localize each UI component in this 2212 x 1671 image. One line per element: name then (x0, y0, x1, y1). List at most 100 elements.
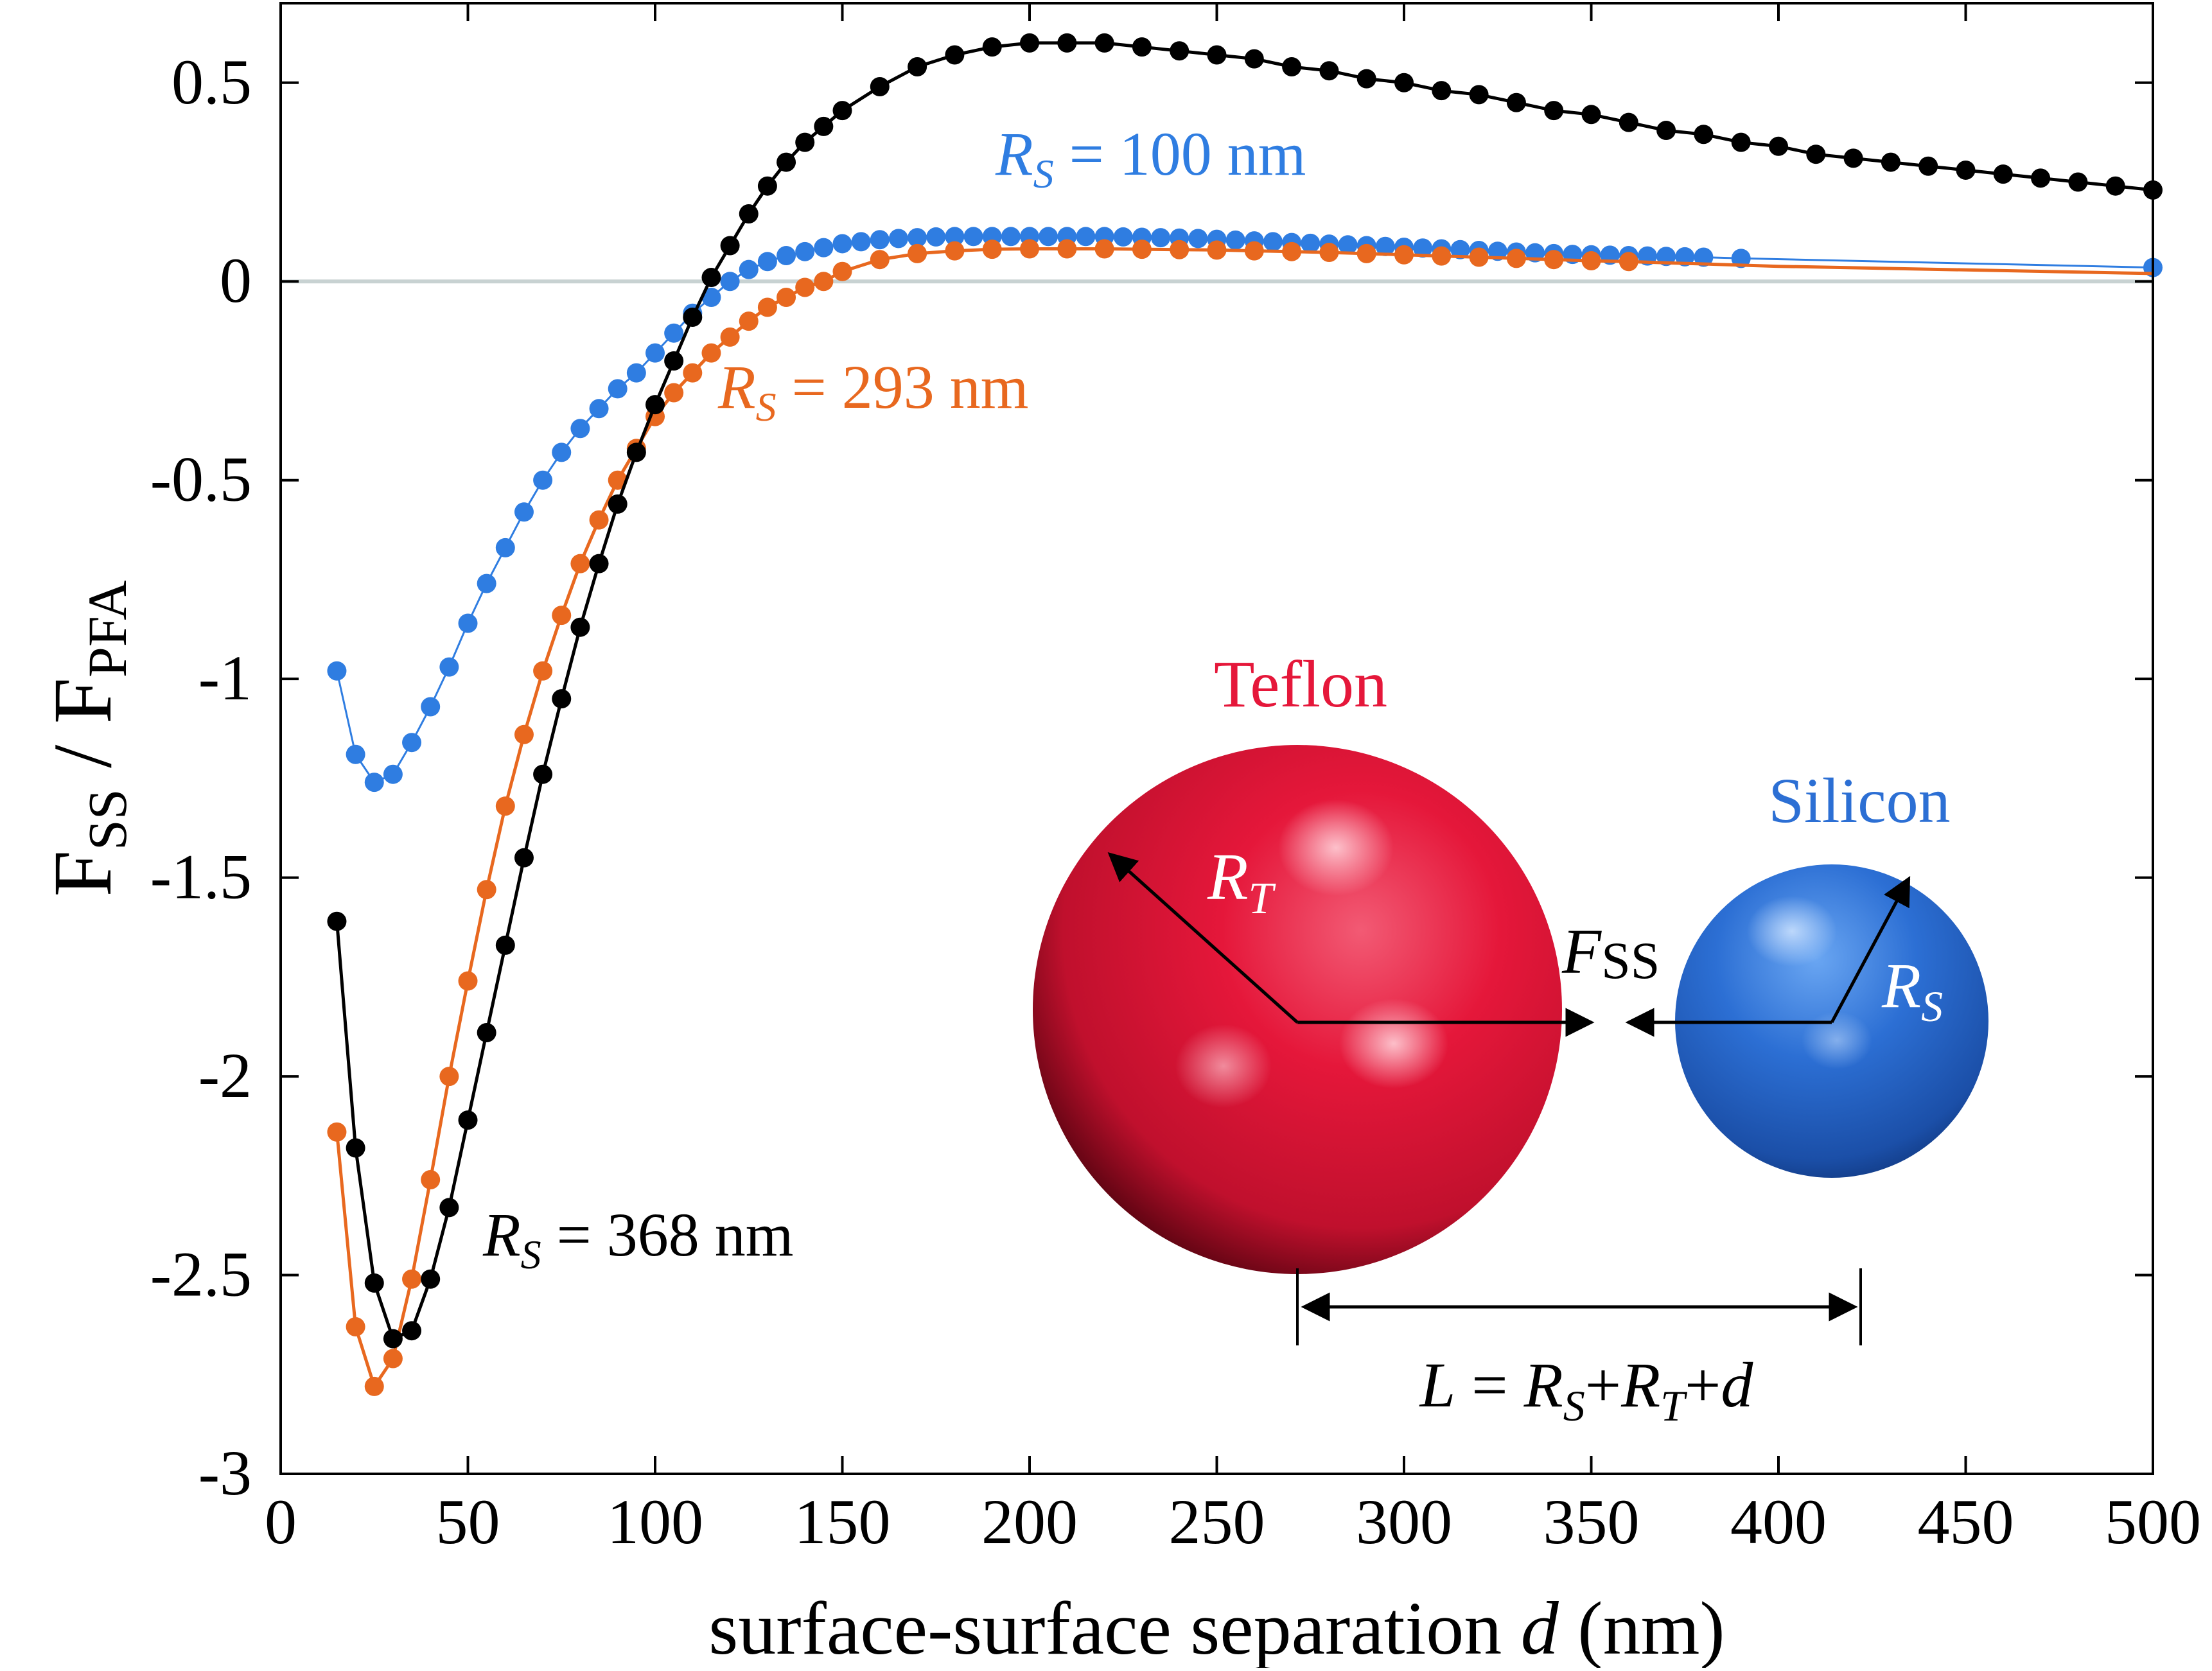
data-point (963, 227, 983, 247)
x-tick-label: 450 (1918, 1486, 2014, 1557)
data-point (626, 363, 646, 383)
data-point (383, 1349, 403, 1369)
data-point (1993, 164, 2013, 184)
data-point (1225, 230, 1245, 250)
data-point (908, 228, 927, 248)
data-point (701, 343, 721, 363)
series-layer (327, 33, 2163, 1396)
teflon-label: Teflon (1214, 647, 1387, 721)
teflon-highlight-top (1278, 800, 1394, 896)
data-point (1207, 45, 1227, 65)
data-point (1506, 92, 1526, 112)
data-point (1132, 240, 1152, 259)
data-point (552, 442, 572, 462)
data-point (570, 554, 590, 573)
x-tick-label: 500 (2105, 1486, 2201, 1557)
data-point (814, 116, 834, 136)
force-label: FSS (1561, 916, 1660, 990)
data-point (795, 241, 815, 261)
data-point (421, 1269, 441, 1289)
data-point (720, 327, 740, 347)
series-label-rs-293-r: R (717, 353, 756, 421)
series-label-rs-100: RS = 100 nm (995, 119, 1306, 197)
data-point (739, 204, 759, 224)
data-point (608, 494, 628, 514)
radius-s-symbol: R (1881, 950, 1921, 1021)
force-subscript: SS (1601, 931, 1660, 990)
data-point (552, 606, 572, 626)
data-point (1881, 152, 1900, 172)
data-point (458, 1110, 478, 1130)
data-point (1356, 69, 1376, 89)
data-point (570, 617, 590, 637)
data-point (1057, 33, 1077, 53)
series-label-rs-368-r: R (482, 1200, 521, 1269)
teflon-sphere (1033, 745, 1562, 1274)
data-point (814, 272, 834, 292)
series-label-rs-100-sub: S (1033, 151, 1054, 197)
distance-eq: = (1455, 1349, 1523, 1421)
data-point (1432, 81, 1452, 101)
data-point (439, 1198, 459, 1218)
data-point (533, 764, 553, 784)
data-point (757, 176, 777, 196)
data-point (1694, 125, 1714, 144)
data-point (1731, 132, 1751, 152)
data-point (458, 613, 478, 633)
y-tick-label: 0.5 (171, 46, 252, 118)
data-point (1319, 243, 1339, 263)
y-axis-label-slash: / (37, 724, 129, 789)
data-point (1356, 243, 1376, 263)
data-point (757, 252, 777, 272)
data-point (795, 277, 815, 297)
series-label-rs-368-rest: = 368 nm (541, 1200, 794, 1269)
teflon-highlight-right (1339, 999, 1448, 1089)
y-axis-label-sub1: SS (76, 789, 138, 850)
data-point (402, 1269, 422, 1289)
data-point (1244, 49, 1264, 69)
data-point (570, 419, 590, 439)
silicon-highlight-lower (1802, 1011, 1872, 1069)
data-point (1338, 235, 1358, 255)
data-point (832, 261, 852, 281)
data-point (645, 343, 665, 363)
data-point (1769, 136, 1788, 156)
data-point (1151, 228, 1171, 248)
silicon-highlight (1747, 896, 1837, 967)
x-tick-label: 150 (794, 1486, 891, 1557)
radius-t-label: RT (1207, 840, 1277, 923)
y-tick-label: -2 (198, 1040, 252, 1111)
data-point (1694, 247, 1714, 267)
data-point (795, 132, 815, 152)
data-point (908, 57, 927, 77)
data-point (1544, 101, 1564, 121)
data-point (514, 848, 534, 868)
x-tick-label: 250 (1169, 1486, 1265, 1557)
y-tick-label: -3 (198, 1437, 252, 1509)
data-point (1432, 246, 1452, 266)
x-tick-label: 400 (1730, 1486, 1827, 1557)
data-point (1282, 57, 1302, 77)
data-point (1413, 238, 1433, 258)
data-point (458, 971, 478, 991)
data-point (327, 911, 347, 931)
series-label-rs-100-rest: = 100 nm (1054, 119, 1306, 188)
radius-t-symbol: R (1207, 840, 1249, 914)
data-point (739, 311, 759, 331)
data-point (1619, 112, 1638, 132)
data-point (1207, 240, 1227, 260)
radius-t-arrow (1107, 852, 1299, 1024)
distance-rt-sub: T (1660, 1381, 1687, 1430)
data-point (1394, 73, 1414, 92)
data-point (701, 288, 721, 307)
data-point (1319, 61, 1339, 81)
data-point (1170, 240, 1189, 259)
data-point (870, 250, 890, 270)
y-axis-label: FSS / FPFA (37, 581, 138, 897)
data-point (346, 744, 365, 764)
data-point (477, 573, 496, 593)
data-point (1619, 252, 1638, 272)
data-point (701, 268, 721, 288)
data-point (1301, 233, 1321, 253)
y-axis-label-f1: F (37, 850, 129, 897)
